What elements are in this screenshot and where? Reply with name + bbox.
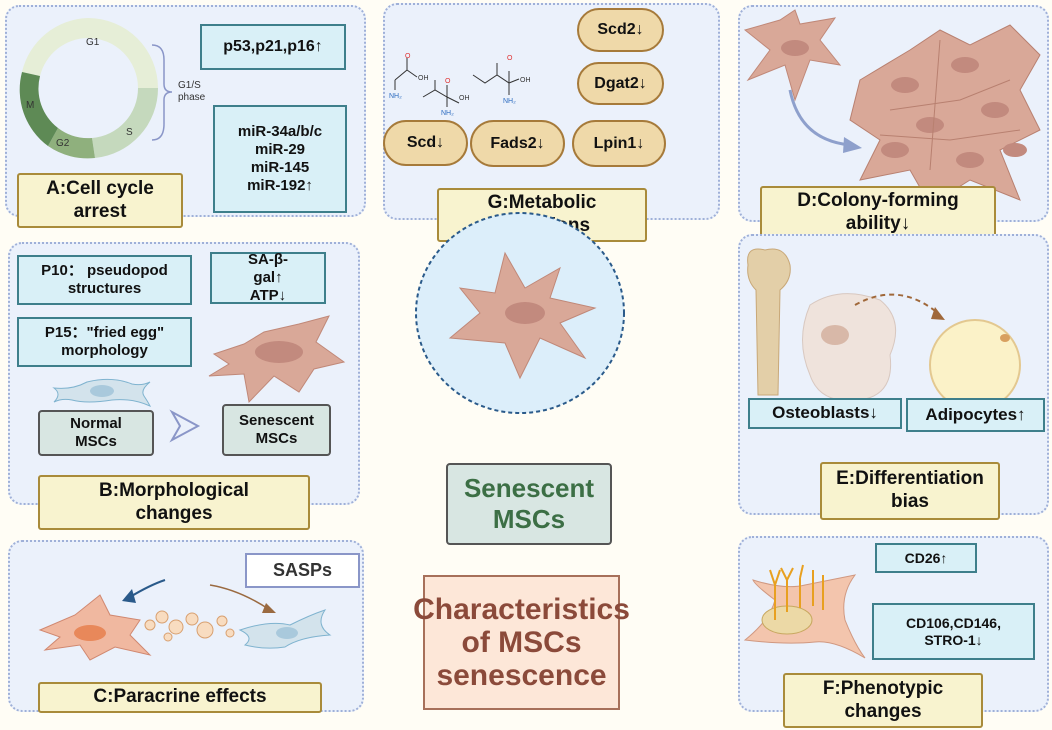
o-3: O xyxy=(507,55,513,62)
label-b: B:Morphological changes xyxy=(38,475,310,530)
paracrine-illustration xyxy=(38,579,332,661)
phase-g2: G2 xyxy=(56,138,70,149)
oh-2: OH xyxy=(459,95,470,102)
differentiation-illustration xyxy=(747,248,1021,411)
oh-1: OH xyxy=(418,75,429,82)
gene-dgat2: Dgat2↓ xyxy=(577,62,664,105)
phase-g1: G1 xyxy=(86,37,100,48)
senescent-msc-box: Senescent MSCs xyxy=(222,404,331,456)
sasps-box: SASPs xyxy=(245,553,360,588)
label-a: A:Cell cycle arrest xyxy=(17,173,183,228)
normal-msc-box: Normal MSCs xyxy=(38,410,154,456)
label-e: E:Differentiation bias xyxy=(820,462,1000,520)
cell-cycle-ring: G1 S G2 M xyxy=(19,18,173,159)
cd26-box: CD26↑ xyxy=(875,543,977,573)
main-title: Characteristics of MSCs senescence xyxy=(413,575,630,710)
nh2-1: NH₂ xyxy=(389,93,402,100)
gene-lpin1: Lpin1↓ xyxy=(572,120,666,167)
oh-3: OH xyxy=(520,77,531,84)
senescent-msc-cell xyxy=(208,315,346,404)
p53-p21-p16-box: p53,p21,p16↑ xyxy=(200,24,346,70)
mirna-3: miR-145 xyxy=(250,159,310,176)
amino-acid-structures: O O O OH OH OH NH₂ NH₂ NH₂ xyxy=(389,53,531,117)
panel-metabolic xyxy=(383,3,720,220)
mirna-box: miR-34a/b/c miR-29 miR-145 miR-192↑ xyxy=(213,105,347,213)
label-c: C:Paracrine effects xyxy=(38,682,322,713)
o-2: O xyxy=(445,78,451,85)
p10-box: P10： pseudopod structures xyxy=(17,255,192,305)
nh2-2: NH₂ xyxy=(441,110,454,117)
o-1: O xyxy=(405,53,411,60)
label-f: F:Phenotypic changes xyxy=(783,673,983,728)
adipocytes-box: Adipocytes↑ xyxy=(906,398,1045,432)
label-d: D:Colony-forming ability↓ xyxy=(760,186,996,240)
receptor-cell xyxy=(743,564,866,659)
phase-m: M xyxy=(26,100,34,111)
cd106-cd146-stro1-box: CD106,CD146, STRO-1↓ xyxy=(872,603,1035,660)
p15-box: P15："fried egg" morphology xyxy=(17,317,192,367)
senescent-msc-title: Senescent MSCs xyxy=(446,463,612,545)
nh2-3: NH₂ xyxy=(503,98,516,105)
mirna-1: miR-34a/b/c xyxy=(237,123,323,140)
osteoblasts-box: Osteoblasts↓ xyxy=(748,398,902,429)
normal-msc-cell xyxy=(52,378,152,408)
g1s-phase-label: G1/S phase xyxy=(178,80,206,103)
gene-fads2: Fads2↓ xyxy=(470,120,565,167)
chevron-arrow-icon xyxy=(169,409,201,443)
gene-scd: Scd↓ xyxy=(383,120,468,166)
mirna-4: miR-192↑ xyxy=(247,177,313,194)
central-senescent-cell xyxy=(415,212,625,414)
gene-scd2: Scd2↓ xyxy=(577,8,664,52)
phase-s: S xyxy=(126,127,133,138)
sa-beta-gal-box: SA-β-gal↑ ATP↓ xyxy=(210,251,326,304)
colony-cells xyxy=(743,9,1041,206)
mirna-2: miR-29 xyxy=(254,141,306,158)
